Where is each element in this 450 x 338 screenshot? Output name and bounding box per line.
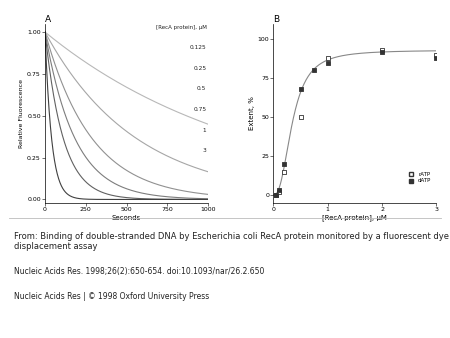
Text: 0.125: 0.125 [190,45,207,50]
Point [297,115,304,120]
Point [281,161,288,167]
Point [310,68,318,73]
Point [275,189,283,195]
Text: 0.75: 0.75 [194,107,207,112]
Point [297,87,304,92]
Text: [RecA protein], μM: [RecA protein], μM [156,25,207,30]
Point [433,55,440,61]
Text: A: A [45,15,51,24]
Y-axis label: Relative Fluorescence: Relative Fluorescence [19,79,24,148]
Point [378,47,386,53]
Text: From: Binding of double-stranded DNA by Escherichia coli RecA protein monitored : From: Binding of double-stranded DNA by … [14,232,449,251]
Point [378,49,386,54]
Point [273,192,280,198]
Text: Nucleic Acids Res | © 1998 Oxford University Press: Nucleic Acids Res | © 1998 Oxford Univer… [14,292,209,301]
Text: Nucleic Acids Res. 1998;26(2):650-654. doi:10.1093/nar/26.2.650: Nucleic Acids Res. 1998;26(2):650-654. d… [14,267,264,276]
X-axis label: Seconds: Seconds [112,215,141,221]
Text: B: B [273,15,279,24]
Y-axis label: Extent, %: Extent, % [249,96,255,130]
Point [324,55,331,61]
X-axis label: [RecA protein], μM: [RecA protein], μM [323,215,387,221]
Point [281,169,288,174]
Text: 0.5: 0.5 [197,86,207,91]
Point [433,52,440,57]
Text: 0.25: 0.25 [194,66,207,71]
Text: 1: 1 [203,127,207,132]
Point [324,60,331,65]
Point [273,192,280,198]
Legend: rATP, dATP: rATP, dATP [403,170,434,186]
Point [275,188,283,193]
Text: 3: 3 [203,148,207,153]
